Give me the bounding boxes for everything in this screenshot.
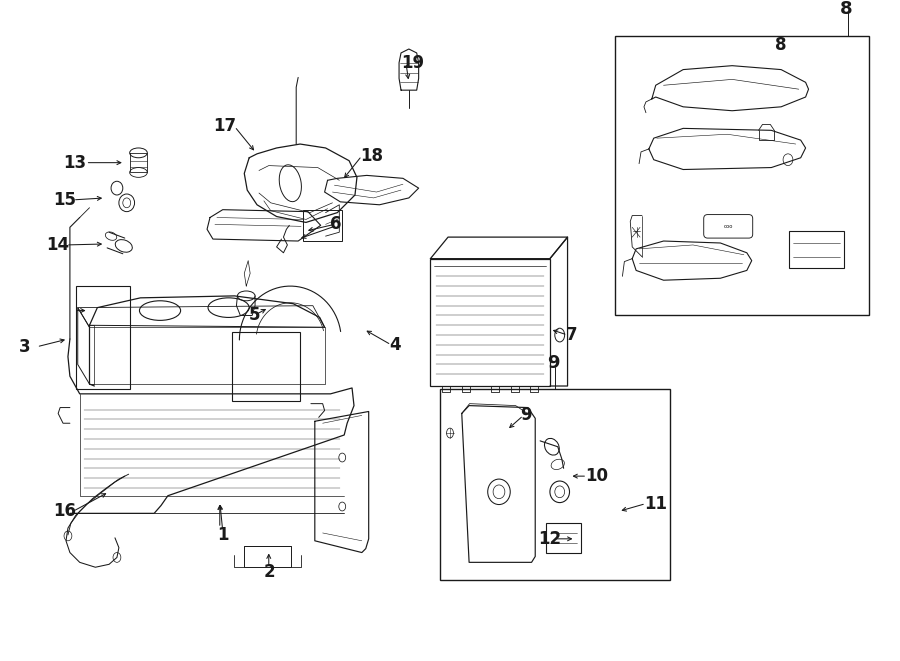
Text: 9: 9 xyxy=(520,407,532,424)
Text: 15: 15 xyxy=(53,191,76,209)
Text: ooo: ooo xyxy=(724,224,733,229)
Text: 3: 3 xyxy=(19,338,31,356)
Text: 9: 9 xyxy=(547,354,560,373)
Text: 1: 1 xyxy=(217,526,229,544)
Text: 10: 10 xyxy=(585,467,608,485)
Text: 2: 2 xyxy=(264,563,275,581)
Text: 7: 7 xyxy=(565,326,577,344)
Bar xyxy=(303,210,342,241)
Text: 5: 5 xyxy=(249,307,261,325)
Text: 8: 8 xyxy=(775,36,787,54)
Bar xyxy=(789,231,844,268)
Bar xyxy=(231,332,300,401)
Text: 16: 16 xyxy=(53,502,76,520)
Bar xyxy=(430,258,550,386)
Text: 13: 13 xyxy=(63,153,86,172)
Text: 14: 14 xyxy=(47,236,69,254)
Text: 17: 17 xyxy=(213,118,236,136)
Bar xyxy=(440,389,670,580)
Text: 6: 6 xyxy=(330,215,342,233)
Bar xyxy=(615,36,869,315)
Bar xyxy=(244,546,292,567)
Text: 4: 4 xyxy=(390,336,400,354)
Text: 8: 8 xyxy=(840,0,852,18)
Text: 18: 18 xyxy=(360,147,382,165)
Bar xyxy=(76,286,130,389)
Text: 12: 12 xyxy=(538,530,562,548)
Bar xyxy=(546,523,581,553)
Text: 11: 11 xyxy=(644,494,667,512)
Text: 19: 19 xyxy=(401,54,424,72)
